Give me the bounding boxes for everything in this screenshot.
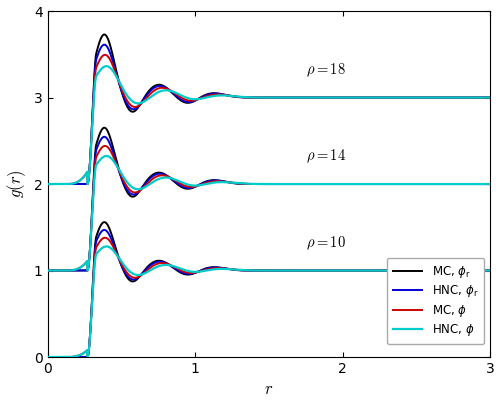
Legend: MC, $\phi_\mathrm{r}$, HNC, $\phi_\mathrm{r}$, MC, $\phi$, HNC, $\phi$: MC, $\phi_\mathrm{r}$, HNC, $\phi_\mathr… — [387, 258, 484, 344]
Text: $\rho = 10$: $\rho = 10$ — [306, 234, 346, 252]
Text: $\rho = 14$: $\rho = 14$ — [306, 147, 346, 165]
X-axis label: $r$: $r$ — [264, 381, 274, 398]
Text: $\rho = 18$: $\rho = 18$ — [306, 61, 346, 78]
Y-axis label: $g(r)$: $g(r)$ — [6, 170, 28, 198]
